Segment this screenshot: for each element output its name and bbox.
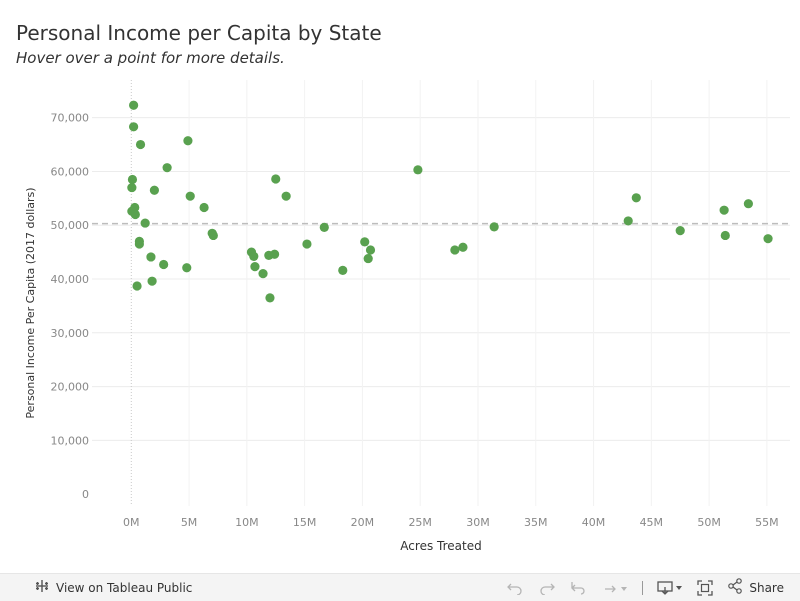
data-point[interactable] xyxy=(489,222,499,232)
x-tick-label: 5M xyxy=(181,516,198,529)
data-point[interactable] xyxy=(675,226,685,236)
data-point[interactable] xyxy=(281,191,291,201)
gridlines xyxy=(92,80,790,506)
y-tick-label: 70,000 xyxy=(51,112,90,125)
tableau-logo-icon xyxy=(34,578,50,597)
data-point[interactable] xyxy=(719,205,729,215)
data-point[interactable] xyxy=(365,245,376,255)
data-point[interactable] xyxy=(269,249,280,259)
chart-title: Personal Income per Capita by State xyxy=(16,21,382,45)
data-point[interactable] xyxy=(250,262,260,272)
data-point[interactable] xyxy=(162,163,172,173)
y-tick-label: 0 xyxy=(82,488,89,501)
data-point[interactable] xyxy=(127,174,138,185)
y-tick-label: 50,000 xyxy=(51,219,90,232)
data-point[interactable] xyxy=(363,253,373,264)
fullscreen-icon[interactable] xyxy=(697,579,714,596)
data-point[interactable] xyxy=(159,259,169,270)
share-icon xyxy=(727,578,743,597)
data-point[interactable] xyxy=(149,185,160,195)
data-point[interactable] xyxy=(271,174,281,184)
data-point[interactable] xyxy=(185,191,195,201)
data-point[interactable] xyxy=(249,251,259,262)
data-point[interactable] xyxy=(208,230,218,241)
y-axis-label: Personal Income Per Capita (2017 dollars… xyxy=(24,187,37,418)
data-point[interactable] xyxy=(265,293,275,303)
share-button[interactable]: Share xyxy=(727,578,784,597)
x-tick-label: 40M xyxy=(582,516,606,529)
data-point[interactable] xyxy=(129,100,139,110)
data-point[interactable] xyxy=(623,216,633,226)
data-point[interactable] xyxy=(129,122,139,132)
data-point[interactable] xyxy=(413,165,423,175)
undo-icon[interactable] xyxy=(506,581,524,595)
data-point[interactable] xyxy=(183,136,193,146)
x-tick-label: 25M xyxy=(408,516,432,529)
tableau-toolbar: View on Tableau Public Share xyxy=(0,573,800,601)
x-tick-label: 10M xyxy=(235,516,259,529)
data-point[interactable] xyxy=(127,182,137,193)
x-tick-label: 55M xyxy=(755,516,779,529)
y-tick-label: 60,000 xyxy=(51,165,90,178)
x-tick-label: 30M xyxy=(466,516,490,529)
data-point[interactable] xyxy=(360,237,370,247)
data-point[interactable] xyxy=(258,269,268,279)
x-tick-label: 15M xyxy=(293,516,317,529)
y-tick-labels: 0 10,000 20,000 30,000 40,000 50,000 60,000 70,… xyxy=(51,112,90,502)
data-point[interactable] xyxy=(631,193,641,203)
data-point[interactable] xyxy=(130,209,140,220)
x-tick-label: 20M xyxy=(351,516,375,529)
y-tick-label: 40,000 xyxy=(51,273,90,286)
download-icon[interactable] xyxy=(657,580,683,596)
data-point[interactable] xyxy=(743,199,753,209)
data-point[interactable] xyxy=(140,218,150,228)
data-point[interactable] xyxy=(458,242,468,252)
data-point[interactable] xyxy=(302,239,312,249)
data-point[interactable] xyxy=(146,252,156,262)
x-tick-label: 35M xyxy=(524,516,548,529)
data-point[interactable] xyxy=(338,265,348,276)
y-tick-label: 30,000 xyxy=(51,327,90,340)
data-point[interactable] xyxy=(182,263,192,273)
x-axis-label: Acres Treated xyxy=(400,539,481,553)
data-point[interactable] xyxy=(132,281,142,291)
share-label: Share xyxy=(749,580,784,595)
y-tick-label: 10,000 xyxy=(51,434,90,447)
scatter-chart: 0 10,000 20,000 30,000 40,000 50,000 60,000 70,… xyxy=(24,80,790,553)
data-points xyxy=(127,100,773,303)
y-tick-label: 20,000 xyxy=(51,381,90,394)
x-tick-label: 0M xyxy=(123,516,140,529)
data-point[interactable] xyxy=(135,139,146,150)
chart-subtitle: Hover over a point for more details. xyxy=(16,49,285,67)
data-point[interactable] xyxy=(763,234,773,244)
toolbar-divider xyxy=(642,580,644,595)
refresh-icon[interactable] xyxy=(602,581,628,595)
data-point[interactable] xyxy=(134,239,144,249)
view-on-tableau-label: View on Tableau Public xyxy=(56,580,193,595)
x-tick-label: 45M xyxy=(640,516,664,529)
data-point[interactable] xyxy=(147,276,157,286)
data-point[interactable] xyxy=(720,230,730,241)
data-point[interactable] xyxy=(199,202,209,213)
redo-icon[interactable] xyxy=(538,581,556,595)
revert-icon[interactable] xyxy=(570,581,588,595)
x-tick-label: 50M xyxy=(697,516,721,529)
view-on-tableau-link[interactable]: View on Tableau Public xyxy=(34,574,192,601)
data-point[interactable] xyxy=(450,245,460,255)
data-point[interactable] xyxy=(319,222,329,232)
x-tick-labels: 0M 5M 10M 15M 20M 25M 30M 35M 40M 45M 50M 55M xyxy=(123,516,779,529)
